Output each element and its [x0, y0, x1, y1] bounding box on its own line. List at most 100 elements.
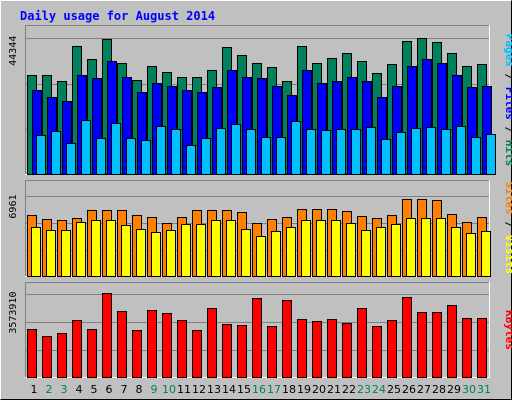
kbytes-bar	[237, 325, 247, 378]
panel-legend: Pages / Files / Hits	[503, 34, 512, 167]
pages-bar	[411, 128, 421, 175]
day-label: 5	[91, 383, 98, 396]
visits-bar	[406, 218, 416, 277]
visits-bar	[391, 224, 401, 277]
visits-bar	[436, 218, 446, 277]
visits-bar	[136, 229, 146, 277]
pages-bar	[261, 137, 271, 175]
kbytes-bar	[162, 313, 172, 378]
pages-bar	[351, 129, 361, 175]
pages-bar	[51, 131, 61, 175]
pages-bar	[216, 128, 226, 175]
legend-entry: Files	[503, 87, 512, 120]
visits-bar	[361, 230, 371, 277]
kbytes-bar	[117, 311, 127, 378]
visits-bar	[241, 229, 251, 277]
pages-bar	[36, 135, 46, 175]
visits-bar	[181, 224, 191, 277]
pages-bar	[66, 143, 76, 175]
kbytes-bar	[387, 320, 397, 378]
day-label: 7	[121, 383, 128, 396]
kbytes-bar	[342, 323, 352, 378]
kbytes-bar	[327, 319, 337, 378]
panel-2: 6961 Sites / Visits	[8, 180, 512, 277]
legend-entry: Pages	[503, 34, 512, 67]
pages-bar	[291, 121, 301, 175]
visits-bar	[91, 220, 101, 277]
day-label: 27	[417, 383, 431, 396]
kbytes-bar	[477, 318, 487, 378]
visits-bar	[286, 227, 296, 277]
day-label: 11	[177, 383, 191, 396]
visits-bar	[421, 218, 431, 277]
kbytes-bar	[297, 319, 307, 378]
day-label: 21	[327, 383, 341, 396]
day-label: 28	[432, 383, 446, 396]
panel-legend: Sites / Visits	[503, 182, 512, 275]
day-label: 13	[207, 383, 221, 396]
kbytes-bar	[267, 326, 277, 378]
day-label: 24	[372, 383, 386, 396]
pages-bar	[126, 138, 136, 175]
pages-bar	[81, 120, 91, 175]
visits-bar	[46, 230, 56, 277]
visits-bar	[316, 220, 326, 277]
visits-bar	[76, 222, 86, 277]
visits-bar	[451, 227, 461, 277]
pages-bar	[111, 123, 121, 175]
day-label: 17	[267, 383, 281, 396]
legend-entry: /	[503, 67, 512, 87]
panel-legend: KBytes	[503, 310, 512, 350]
kbytes-bar	[192, 330, 202, 378]
kbytes-bar	[222, 324, 232, 378]
panel-1: 44344 Pages / Files / Hits	[8, 25, 512, 175]
pages-bar	[171, 129, 181, 175]
pages-bar	[426, 127, 436, 175]
day-label: 2	[46, 383, 53, 396]
visits-bar	[466, 233, 476, 277]
kbytes-bar	[282, 300, 292, 378]
kbytes-bar	[357, 308, 367, 378]
kbytes-bar	[87, 329, 97, 378]
kbytes-bar	[132, 330, 142, 378]
kbytes-bar	[447, 305, 457, 378]
day-label: 19	[297, 383, 311, 396]
kbytes-bar	[72, 320, 82, 378]
pages-bar	[276, 137, 286, 175]
max-value-label: 3573910	[8, 292, 19, 334]
kbytes-bar	[42, 336, 52, 378]
kbytes-bar	[207, 308, 217, 378]
pages-bar	[141, 140, 151, 175]
day-label: 9	[151, 383, 158, 396]
day-label: 23	[357, 383, 371, 396]
day-label: 6	[106, 383, 113, 396]
day-label: 29	[447, 383, 461, 396]
visits-bar	[166, 230, 176, 277]
day-label: 16	[252, 383, 266, 396]
visits-bar	[61, 230, 71, 277]
day-label: 4	[76, 383, 83, 396]
kbytes-bar	[27, 329, 37, 378]
visits-bar	[121, 225, 131, 277]
day-label: 12	[192, 383, 206, 396]
pages-bar	[156, 126, 166, 175]
chart-panels: 44344 Pages / Files / Hits 6961 Sites / Vis…	[8, 25, 512, 378]
visits-bar	[211, 220, 221, 277]
pages-bar	[381, 139, 391, 175]
visits-bar	[151, 232, 161, 277]
kbytes-bar	[402, 297, 412, 378]
visits-bar	[301, 220, 311, 277]
pages-bar	[336, 129, 346, 175]
day-label: 18	[282, 383, 296, 396]
pages-bar	[186, 145, 196, 175]
visits-bar	[271, 231, 281, 277]
pages-bar	[246, 129, 256, 175]
day-label: 31	[477, 383, 491, 396]
kbytes-bar	[312, 321, 322, 378]
day-label: 1	[31, 383, 38, 396]
pages-bar	[396, 132, 406, 175]
legend-entry: Hits	[503, 140, 512, 167]
kbytes-bar	[177, 320, 187, 378]
pages-bar	[486, 134, 496, 175]
